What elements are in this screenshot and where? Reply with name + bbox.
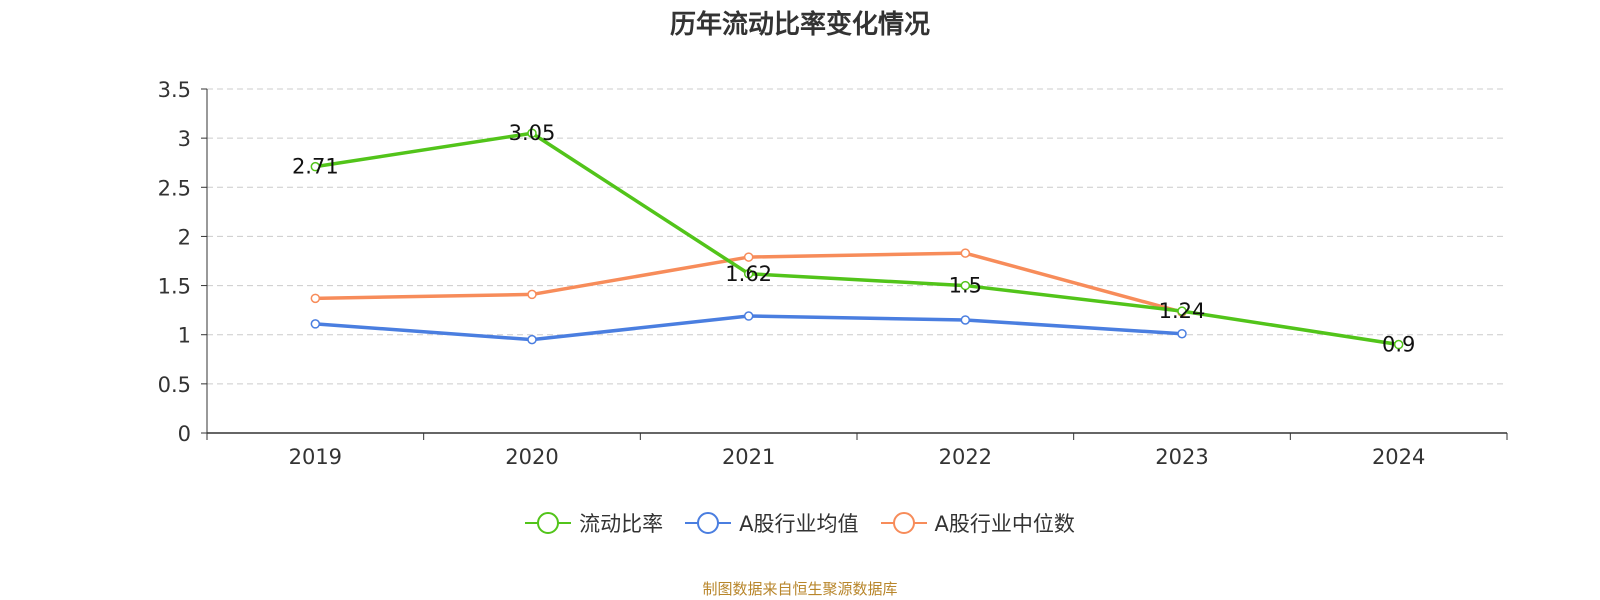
data-label: 3.05 [509,121,556,145]
data-label: 0.9 [1382,333,1415,357]
data-label: 2.71 [292,155,339,179]
data-point-2 [527,289,537,300]
y-tick-label: 2 [178,225,191,249]
legend-marker-icon [685,512,732,534]
data-point-0 [1393,339,1404,350]
data-point-1 [960,315,971,325]
y-tick-label: 3 [178,127,191,151]
x-tick-label: 2021 [722,445,775,469]
data-point-2 [310,293,321,304]
x-tick-label: 2019 [289,445,342,469]
x-tick-label: 2022 [939,445,992,469]
legend-label: 流动比率 [579,512,664,536]
legend: 流动比率 A股行业均值 A股行业中位数 [0,508,1600,538]
data-label: 1.5 [949,274,982,298]
data-point-1 [1177,328,1187,339]
chart-title: 历年流动比率变化情况 [669,10,930,40]
data-point-0 [310,161,321,172]
legend-marker-icon [525,512,572,534]
data-point-2 [960,248,971,258]
x-tick-label: 2023 [1155,445,1208,469]
y-tick-label: 1.5 [158,275,191,299]
y-tick-label: 3.5 [158,78,191,102]
data-point-0 [527,128,537,138]
data-point-1 [527,334,537,345]
source-note: 制图数据来自恒生聚源数据库 [702,580,898,598]
legend-item-series-1[interactable]: A股行业均值 [685,508,859,538]
series-line-0 [315,131,1399,347]
x-tick-label: 2024 [1372,445,1425,469]
data-point-0 [1177,306,1187,316]
data-label: 1.24 [1159,299,1206,323]
y-tick-label: 0 [178,422,191,446]
data-point-2 [743,252,754,262]
data-point-0 [743,269,754,279]
y-tick-label: 1 [178,324,191,348]
data-point-0 [960,280,971,291]
legend-label: A股行业均值 [739,512,859,536]
x-tick-label: 2020 [505,445,558,469]
legend-item-series-2[interactable]: A股行业中位数 [880,508,1075,538]
legend-label: A股行业中位数 [934,512,1075,536]
data-label: 1.62 [725,262,772,286]
y-tick-label: 2.5 [158,176,191,200]
legend-marker-icon [880,512,927,534]
legend-item-series-0[interactable]: 流动比率 [525,508,663,538]
y-tick-label: 0.5 [158,373,191,397]
data-point-1 [310,319,321,329]
data-point-1 [743,311,754,321]
